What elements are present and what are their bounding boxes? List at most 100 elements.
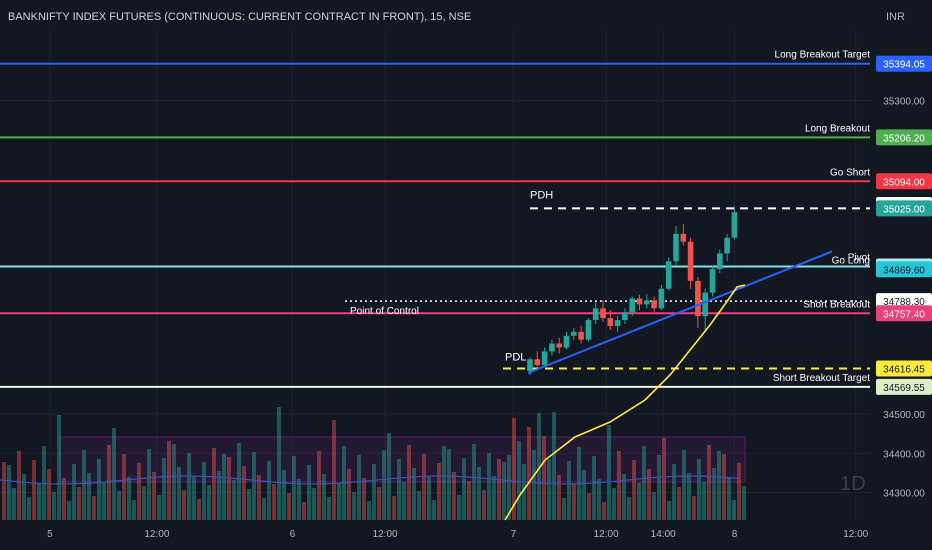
volume-bar (557, 475, 561, 520)
volume-bar (462, 458, 466, 520)
chart-title: BANKNIFTY INDEX FUTURES (CONTINUOUS: CUR… (8, 11, 471, 23)
volume-bar (737, 463, 741, 520)
x-tick-label: 6 (290, 529, 296, 540)
candle-body (585, 320, 592, 340)
volume-bar (437, 463, 441, 520)
volume-bar (197, 499, 201, 520)
volume-bar (467, 481, 471, 520)
x-tick-label: 8 (732, 529, 738, 540)
level-name: Short Breakout (803, 299, 870, 310)
volume-bar (357, 455, 361, 520)
price-label: 34757.40 (883, 309, 925, 320)
volume-bar (362, 478, 366, 520)
volume-bar (267, 461, 271, 520)
volume-bar (2, 462, 6, 520)
timeframe-watermark: 1D (840, 473, 866, 495)
volume-bar (722, 454, 726, 520)
volume-bar (542, 436, 546, 520)
candle-body (658, 288, 665, 309)
volume-bar (727, 477, 731, 520)
volume-bar (167, 441, 171, 520)
volume-bar (152, 472, 156, 520)
volume-bar (77, 487, 81, 520)
volume-bar (177, 467, 181, 520)
y-tick-label: 34500.00 (883, 410, 925, 421)
volume-bar (662, 438, 666, 520)
volume-bar (567, 461, 571, 520)
volume-bar (457, 495, 461, 520)
volume-profile-box (59, 436, 746, 483)
candle-body (651, 300, 657, 309)
candle-body (695, 280, 701, 317)
volume-bar (617, 451, 621, 520)
volume-bar (587, 493, 591, 520)
volume-bar (87, 473, 91, 520)
level-name: Pivot (848, 253, 870, 264)
labels: Long Breakout Target Long Breakout Go Shor… (350, 50, 870, 384)
volume-bar (27, 497, 31, 520)
candle-body (549, 343, 555, 352)
candle-body (600, 308, 606, 319)
volume-bar (147, 449, 151, 520)
volume-bar (187, 453, 191, 520)
volume-bar (622, 474, 626, 520)
volume-bar (382, 450, 386, 520)
candle-body (636, 298, 643, 305)
volume-bar (227, 457, 231, 520)
x-tick-label: 12:00 (594, 529, 619, 540)
volume-bar (392, 496, 396, 520)
volume-bar (17, 451, 21, 520)
volume-bar (372, 464, 376, 520)
volume-bar (222, 454, 226, 520)
volume-bar (402, 482, 406, 520)
volume-bar (632, 460, 636, 520)
volume-bar (302, 502, 306, 520)
y-tick-label: 34300.00 (883, 489, 925, 500)
volume-bar (37, 483, 41, 520)
price-label-bg (876, 261, 932, 278)
candle-body (541, 351, 548, 366)
level-name: Long Breakout (805, 123, 870, 134)
volume-bar (57, 415, 61, 520)
poc-label: Point of Control (350, 306, 419, 317)
candle-body (687, 241, 694, 281)
volume-bar (707, 445, 711, 520)
volume-bar (607, 425, 611, 520)
volume-bar (287, 493, 291, 520)
volume-bar (497, 459, 501, 520)
volume-bar (522, 464, 526, 520)
volume-bar (312, 488, 316, 520)
volume-bar (427, 477, 431, 520)
x-tick-label: 12:00 (373, 529, 398, 540)
volume-bar (192, 476, 196, 520)
volume-bar (447, 449, 451, 520)
price-label: 35394.05 (883, 60, 925, 71)
volume-bar (32, 460, 36, 520)
volume-bar (652, 492, 656, 520)
volume-bar (102, 482, 106, 520)
volume-bar (182, 490, 186, 520)
volume-bar (327, 497, 331, 520)
volume-bar (642, 446, 646, 520)
volume-bar (277, 407, 281, 520)
volume-bar (82, 450, 86, 520)
volume-bar (47, 469, 51, 520)
volume-bar (137, 463, 141, 520)
candle-body (717, 253, 723, 270)
volume-bar (397, 459, 401, 520)
volume-bar (322, 474, 326, 520)
price-label: 35094.00 (883, 177, 925, 188)
price-label: 34569.55 (883, 383, 925, 394)
volume-bar (127, 477, 131, 520)
volume-bar (217, 471, 221, 520)
volume-bar (597, 479, 601, 520)
volume-bar (602, 502, 606, 520)
volume-bar (262, 498, 266, 520)
candle-body (534, 359, 541, 366)
candle-body (629, 298, 635, 313)
pdl-label: PDL (505, 352, 526, 364)
volume-bar (677, 487, 681, 520)
